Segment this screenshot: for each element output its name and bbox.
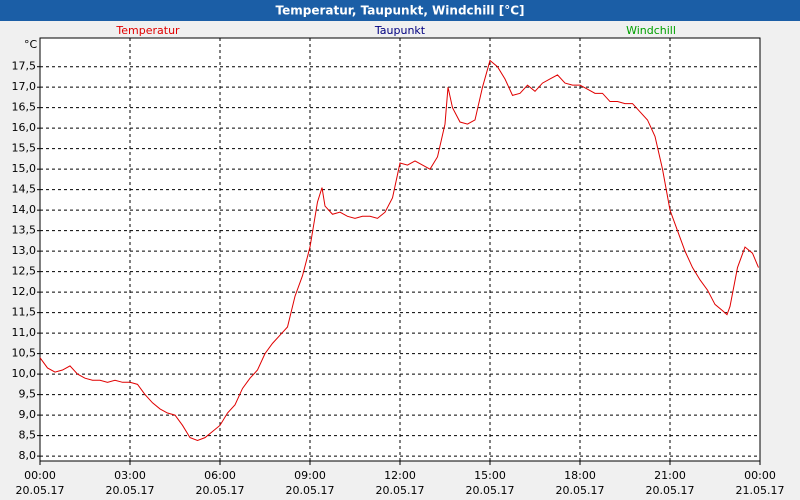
title-bar	[0, 0, 800, 21]
y-tick-label: 9,5	[19, 388, 37, 401]
y-tick-label: 10,0	[12, 367, 37, 380]
y-tick-label: 12,0	[12, 285, 37, 298]
y-tick-label: 11,0	[12, 326, 37, 339]
x-tick-date: 20.05.17	[466, 484, 515, 497]
y-tick-label: 13,5	[12, 224, 37, 237]
y-tick-label: 15,0	[12, 162, 37, 175]
x-tick-label: 00:00	[744, 469, 776, 482]
y-tick-label: 17,5	[12, 60, 37, 73]
legend-entry: Temperatur	[115, 24, 180, 37]
x-tick-date: 20.05.17	[106, 484, 155, 497]
x-tick-label: 00:00	[24, 469, 56, 482]
x-tick-label: 03:00	[114, 469, 146, 482]
y-tick-label: 13,0	[12, 244, 37, 257]
y-tick-label: 17,0	[12, 80, 37, 93]
line-series	[39, 59, 759, 442]
x-tick-label: 12:00	[384, 469, 416, 482]
x-tick-date: 20.05.17	[286, 484, 335, 497]
y-tick-label: 15,5	[12, 142, 37, 155]
x-tick-date: 20.05.17	[556, 484, 605, 497]
x-tick-label: 15:00	[474, 469, 506, 482]
y-tick-label: 11,5	[12, 306, 37, 319]
y-tick-label: 8,0	[19, 449, 37, 462]
y-tick-label: 8,5	[19, 429, 37, 442]
x-tick-date: 20.05.17	[646, 484, 695, 497]
y-tick-label: 14,5	[12, 183, 37, 196]
y-tick-label: 14,0	[12, 203, 37, 216]
x-tick-label: 09:00	[294, 469, 326, 482]
x-tick-label: 21:00	[654, 469, 686, 482]
y-tick-label: 16,5	[12, 101, 37, 114]
y-tick-label: 16,0	[12, 121, 37, 134]
x-tick-label: 06:00	[204, 469, 236, 482]
x-tick-date: 21.05.17	[736, 484, 785, 497]
x-tick-date: 20.05.17	[376, 484, 425, 497]
x-tick-label: 18:00	[564, 469, 596, 482]
chart-title: Temperatur, Taupunkt, Windchill [°C]	[276, 4, 525, 18]
y-unit: °C	[24, 38, 38, 51]
x-tick-date: 20.05.17	[16, 484, 65, 497]
legend-entry: Taupunkt	[374, 24, 426, 37]
legend-entry: Windchill	[626, 24, 676, 37]
x-tick-date: 20.05.17	[196, 484, 245, 497]
y-tick-label: 12,5	[12, 265, 37, 278]
y-tick-label: 9,0	[19, 408, 37, 421]
y-tick-label: 10,5	[12, 347, 37, 360]
